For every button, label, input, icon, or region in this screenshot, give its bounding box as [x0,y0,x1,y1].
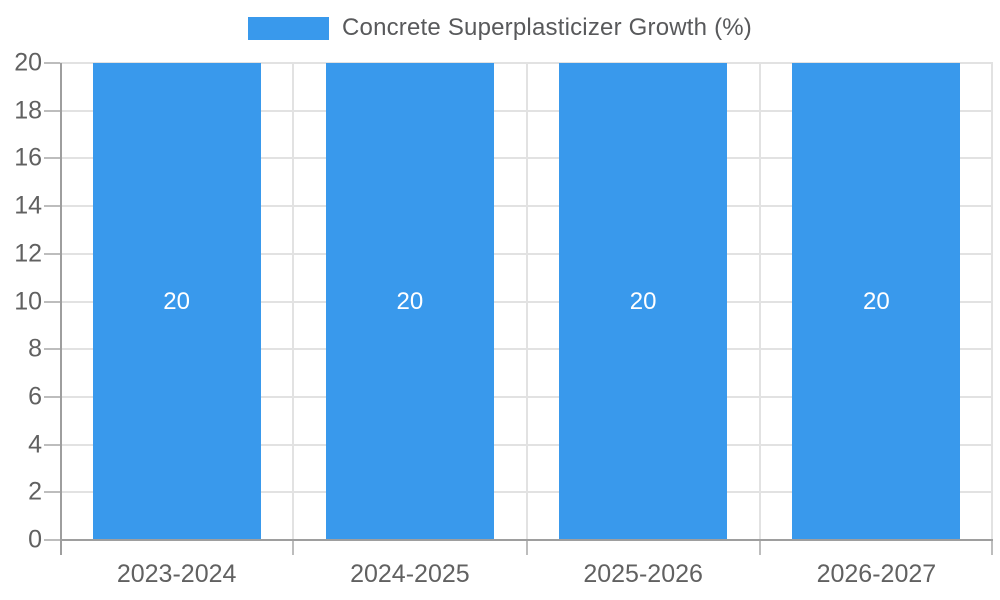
plot-area: 20 20 20 20 [44,62,993,555]
x-axis-tick-label: 2024-2025 [350,560,470,588]
x-axis-labels: 2023-2024 2024-2025 2025-2026 2026-2027 [60,560,993,592]
x-tick [292,540,295,555]
y-tick [44,157,60,160]
y-tick [44,443,60,446]
y-tick [44,252,60,255]
y-tick [44,395,60,398]
y-axis-tick-label: 8 [28,334,42,363]
bar: 20 [325,63,494,540]
x-axis-tick-label: 2026-2027 [816,560,937,588]
x-axis-tick-label: 2025-2026 [583,560,703,588]
x-gridline [525,63,528,540]
x-axis-line [60,539,993,541]
bar-value-label: 20 [163,287,190,315]
x-tick [525,540,528,555]
y-axis-tick-label: 14 [14,191,42,220]
bar: 20 [559,63,728,540]
y-axis-line [60,63,62,555]
y-tick [44,205,60,208]
bar: 20 [792,63,961,540]
x-axis-tick-label: 2023-2024 [116,560,237,588]
x-tick [758,540,761,555]
legend-label: Concrete Superplasticizer Growth (%) [341,14,752,41]
bar: 20 [92,63,261,540]
x-gridline [991,63,993,540]
y-axis-tick-label: 4 [28,430,42,459]
y-tick [44,539,60,541]
bar-value-label: 20 [863,287,890,315]
x-tick [991,540,993,555]
y-axis-labels: 0 2 4 6 8 10 12 14 16 18 20 [0,50,42,552]
y-tick [44,491,60,494]
y-axis-tick-label: 12 [14,239,42,268]
y-tick [44,300,60,303]
y-axis-tick-label: 18 [14,96,42,125]
x-gridline [758,63,761,540]
y-axis-tick-label: 10 [14,287,42,315]
y-axis-tick-label: 6 [28,382,42,411]
bar-value-label: 20 [629,287,657,315]
y-axis-tick-label: 20 [14,48,42,77]
y-axis-tick-label: 0 [28,525,42,554]
y-tick [44,109,60,112]
y-tick [44,62,60,64]
legend: Concrete Superplasticizer Growth (%) [0,14,1000,42]
bar-value-label: 20 [396,287,424,315]
legend-swatch [247,16,329,40]
y-axis-tick-label: 2 [28,477,42,506]
y-axis-tick-label: 16 [14,143,42,172]
x-gridline [292,63,295,540]
y-tick [44,348,60,351]
